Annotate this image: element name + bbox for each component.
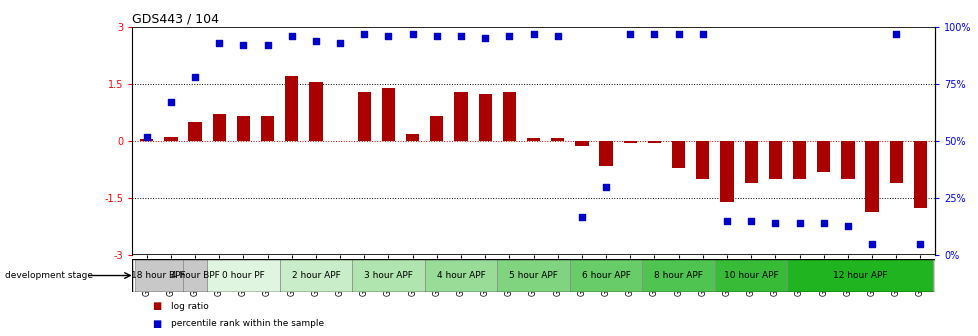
- Text: 6 hour APF: 6 hour APF: [581, 271, 630, 280]
- Bar: [695, 141, 709, 179]
- Point: [211, 40, 227, 46]
- Point: [428, 33, 444, 39]
- Point: [573, 214, 589, 219]
- Bar: [569, 259, 642, 292]
- Bar: [212, 115, 226, 141]
- Text: ■: ■: [152, 319, 160, 329]
- Text: 5 hour APF: 5 hour APF: [509, 271, 557, 280]
- Point: [453, 33, 468, 39]
- Bar: [454, 92, 467, 141]
- Text: ■: ■: [152, 301, 160, 311]
- Point: [719, 218, 734, 224]
- Text: log ratio: log ratio: [171, 302, 209, 311]
- Text: 8 hour APF: 8 hour APF: [653, 271, 702, 280]
- Bar: [551, 138, 563, 141]
- Bar: [840, 141, 854, 179]
- Text: 0 hour PF: 0 hour PF: [222, 271, 264, 280]
- Bar: [406, 133, 419, 141]
- Point: [405, 31, 421, 36]
- Point: [284, 33, 299, 39]
- Text: percentile rank within the sample: percentile rank within the sample: [171, 320, 324, 328]
- Bar: [183, 259, 207, 292]
- Point: [742, 218, 758, 224]
- Bar: [714, 259, 786, 292]
- Point: [911, 241, 927, 247]
- Text: 2 hour APF: 2 hour APF: [291, 271, 340, 280]
- Text: development stage: development stage: [5, 271, 93, 280]
- Point: [887, 31, 903, 36]
- Bar: [424, 259, 497, 292]
- Point: [864, 241, 879, 247]
- Bar: [503, 92, 515, 141]
- Bar: [889, 141, 902, 183]
- Bar: [623, 141, 637, 143]
- Bar: [352, 259, 424, 292]
- Bar: [865, 141, 878, 212]
- Point: [815, 221, 830, 226]
- Bar: [526, 138, 540, 141]
- Bar: [642, 259, 714, 292]
- Text: 4 hour BPF: 4 hour BPF: [170, 271, 219, 280]
- Point: [694, 31, 710, 36]
- Point: [550, 33, 565, 39]
- Point: [767, 221, 782, 226]
- Bar: [207, 259, 280, 292]
- Bar: [140, 139, 154, 141]
- Bar: [164, 136, 177, 141]
- Text: 3 hour APF: 3 hour APF: [364, 271, 413, 280]
- Point: [236, 42, 251, 48]
- Point: [380, 33, 396, 39]
- Bar: [599, 141, 612, 166]
- Bar: [357, 92, 371, 141]
- Point: [139, 134, 155, 139]
- Point: [332, 40, 347, 46]
- Point: [308, 38, 324, 43]
- Bar: [817, 141, 829, 172]
- Point: [187, 75, 202, 80]
- Point: [259, 42, 275, 48]
- Text: 18 hour BPF: 18 hour BPF: [131, 271, 186, 280]
- Point: [356, 31, 372, 36]
- Bar: [261, 116, 274, 141]
- Bar: [912, 141, 926, 208]
- Point: [477, 36, 493, 41]
- Point: [791, 221, 807, 226]
- Point: [645, 31, 661, 36]
- Bar: [792, 141, 805, 179]
- Text: 12 hour APF: 12 hour APF: [832, 271, 886, 280]
- Bar: [575, 141, 588, 146]
- Bar: [188, 122, 201, 141]
- Bar: [237, 116, 249, 141]
- Text: GDS443 / 104: GDS443 / 104: [132, 13, 219, 26]
- Bar: [497, 259, 569, 292]
- Point: [501, 33, 516, 39]
- Bar: [381, 88, 395, 141]
- Point: [622, 31, 638, 36]
- Point: [163, 99, 179, 105]
- Bar: [429, 116, 443, 141]
- Bar: [768, 141, 781, 179]
- Bar: [134, 259, 183, 292]
- Bar: [743, 141, 757, 183]
- Bar: [720, 141, 733, 202]
- Bar: [280, 259, 352, 292]
- Bar: [478, 93, 491, 141]
- Text: 10 hour APF: 10 hour APF: [723, 271, 778, 280]
- Bar: [647, 141, 660, 143]
- Point: [839, 223, 855, 228]
- Bar: [786, 259, 932, 292]
- Text: 4 hour APF: 4 hour APF: [436, 271, 485, 280]
- Bar: [309, 82, 323, 141]
- Bar: [671, 141, 685, 168]
- Bar: [285, 76, 298, 141]
- Point: [525, 31, 541, 36]
- Point: [670, 31, 686, 36]
- Point: [598, 184, 613, 190]
